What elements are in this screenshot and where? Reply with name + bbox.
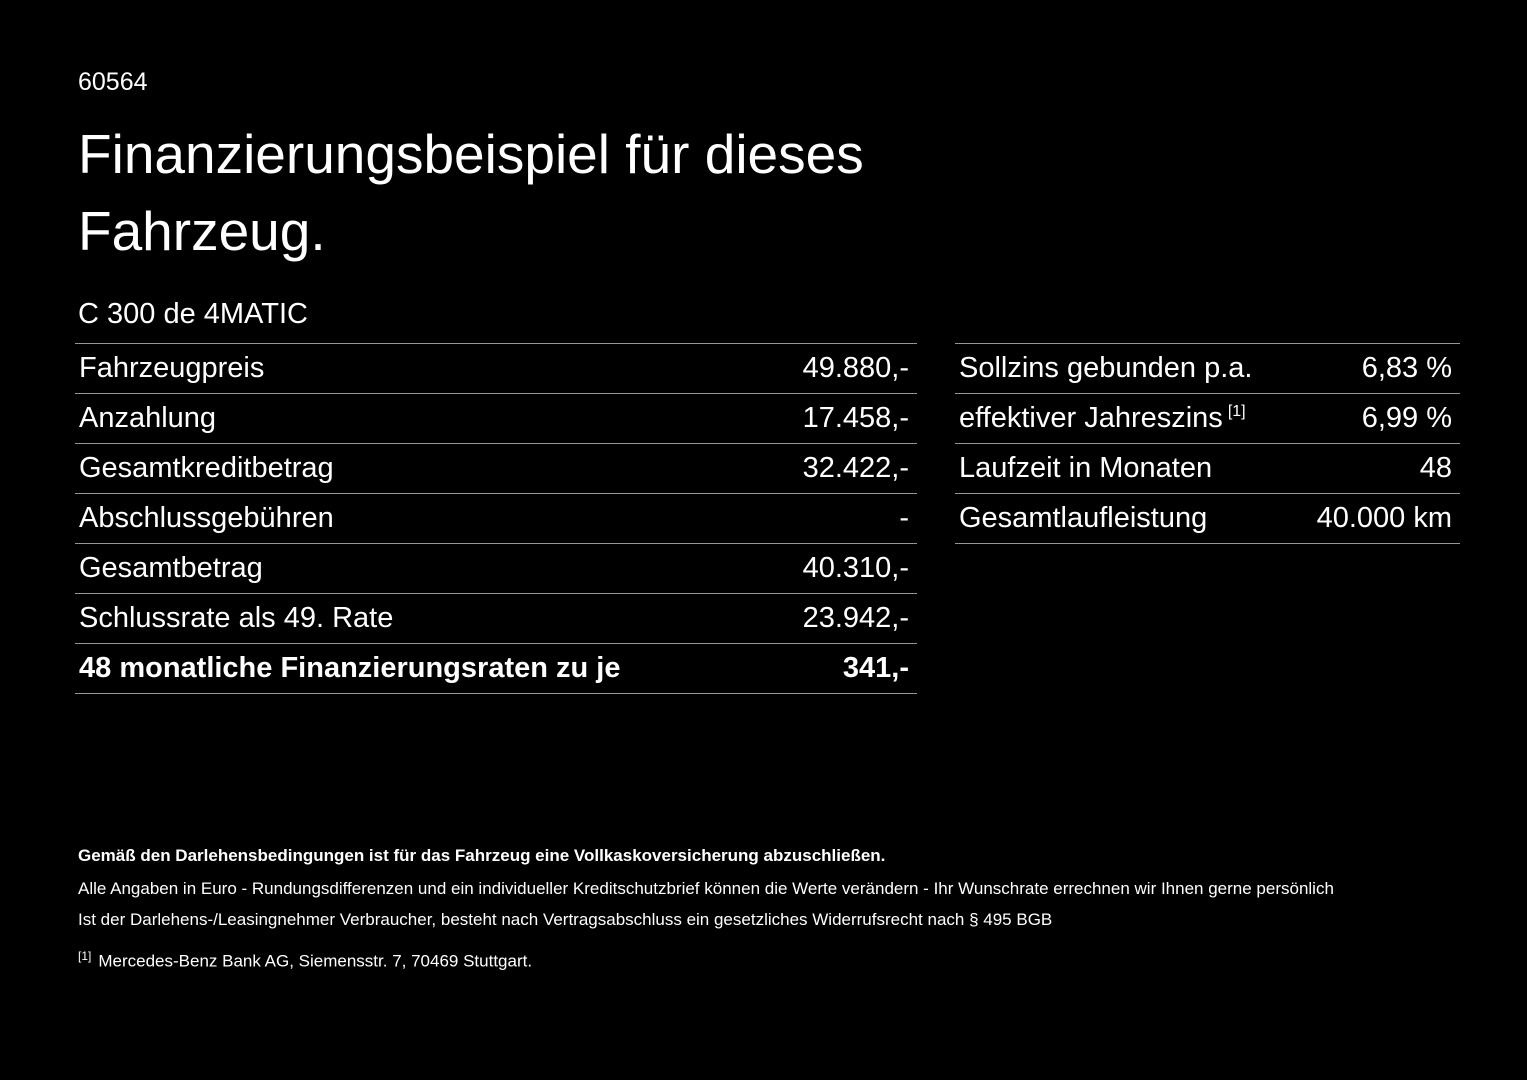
document-id: 60564	[78, 68, 148, 96]
table-row: Anzahlung 17.458,-	[75, 393, 917, 443]
bank-footnote: [1] Mercedes-Benz Bank AG, Siemensstr. 7,…	[78, 945, 1334, 973]
row-label: Gesamtbetrag	[79, 552, 263, 584]
financing-table-left: Fahrzeugpreis 49.880,- Anzahlung 17.458,…	[75, 343, 917, 694]
page-title: Finanzierungsbeispiel für dieses Fahrzeu…	[78, 116, 864, 270]
row-label: Anzahlung	[79, 402, 217, 434]
row-value: 6,83 %	[1361, 352, 1452, 384]
row-value: 341,-	[842, 652, 909, 684]
row-label: Sollzins gebunden p.a.	[959, 352, 1253, 384]
page-title-line1: Finanzierungsbeispiel für dieses	[78, 123, 864, 185]
row-value: 48	[1419, 452, 1452, 484]
footnote-marker: [1]	[78, 949, 92, 963]
row-value: 40.310,-	[802, 552, 909, 584]
footnote-text: Mercedes-Benz Bank AG, Siemensstr. 7, 70…	[98, 951, 533, 971]
table-row: Schlussrate als 49. Rate 23.942,-	[75, 593, 917, 643]
row-value: 32.422,-	[802, 452, 909, 484]
row-label: effektiver Jahreszins [1]	[959, 402, 1246, 434]
row-label: Fahrzeugpreis	[79, 352, 265, 384]
page-title-line2: Fahrzeug.	[78, 200, 326, 262]
disclaimer-note-2: Ist der Darlehens-/Leasingnehmer Verbrau…	[78, 910, 1053, 929]
financing-table-right: Sollzins gebunden p.a. 6,83 % effektiver…	[955, 343, 1460, 544]
table-row: Gesamtbetrag 40.310,-	[75, 543, 917, 593]
row-label: Laufzeit in Monaten	[959, 452, 1213, 484]
table-row: Gesamtkreditbetrag 32.422,-	[75, 443, 917, 493]
row-value: 23.942,-	[802, 602, 909, 634]
row-value: 6,99 %	[1361, 402, 1452, 434]
row-label: Abschlussgebühren	[79, 502, 334, 534]
row-label: 48 monatliche Finanzierungsraten zu je	[79, 652, 621, 684]
table-row: Fahrzeugpreis 49.880,-	[75, 343, 917, 393]
row-label: Gesamtlaufleistung	[959, 502, 1208, 534]
table-row: Gesamtlaufleistung 40.000 km	[955, 493, 1460, 543]
vehicle-model: C 300 de 4MATIC	[78, 298, 308, 330]
row-value: 40.000 km	[1316, 502, 1452, 534]
table-row: Sollzins gebunden p.a. 6,83 %	[955, 343, 1460, 393]
table-row: Abschlussgebühren -	[75, 493, 917, 543]
legal-footer: Gemäß den Darlehensbedingungen ist für d…	[78, 845, 1334, 982]
footnote-ref: [1]	[1227, 403, 1246, 421]
row-label: Schlussrate als 49. Rate	[79, 602, 394, 634]
row-value: -	[899, 502, 909, 534]
row-value: 17.458,-	[802, 402, 909, 434]
row-label: Gesamtkreditbetrag	[79, 452, 334, 484]
table-row: effektiver Jahreszins [1] 6,99 %	[955, 393, 1460, 443]
insurance-note: Gemäß den Darlehensbedingungen ist für d…	[78, 846, 886, 865]
disclaimer-note-1: Alle Angaben in Euro - Rundungsdifferenz…	[78, 879, 1334, 898]
table-row: Laufzeit in Monaten 48	[955, 443, 1460, 493]
row-value: 49.880,-	[802, 352, 909, 384]
table-row-monthly-rate: 48 monatliche Finanzierungsraten zu je 3…	[75, 643, 917, 693]
